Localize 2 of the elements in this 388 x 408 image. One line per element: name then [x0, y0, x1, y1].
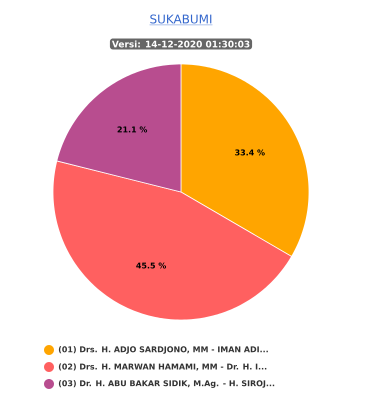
- chart-title: SUKABUMI: [150, 14, 212, 24]
- chart-subtitle: Versi: 14-12-2020 01:30:03: [112, 40, 250, 48]
